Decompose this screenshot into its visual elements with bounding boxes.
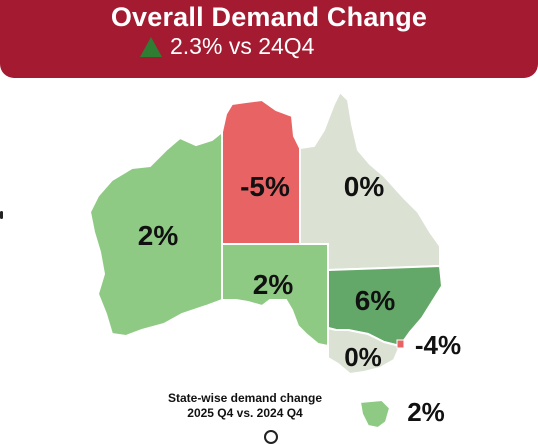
drag-handle-icon[interactable] [264, 430, 278, 444]
label-qld: 0% [344, 171, 385, 202]
header-banner: Overall Demand Change 2.3% vs 24Q4 [0, 0, 538, 78]
caption-line-2: 2025 Q4 vs. 2024 Q4 [187, 406, 303, 420]
map-caption: State-wise demand change 2025 Q4 vs. 202… [130, 391, 360, 421]
overall-change: 2.3% vs 24Q4 [140, 33, 314, 60]
region-sa[interactable] [221, 243, 329, 348]
label-tas: 2% [407, 397, 445, 427]
region-vic[interactable] [327, 326, 402, 376]
region-wa[interactable] [88, 129, 223, 338]
label-nsw: 6% [355, 285, 396, 316]
region-tas[interactable] [358, 398, 392, 430]
edge-handle[interactable] [0, 211, 3, 219]
label-act: -4% [415, 330, 461, 360]
label-sa: 2% [253, 269, 294, 300]
label-nt: -5% [240, 171, 290, 202]
label-vic: 0% [344, 342, 382, 372]
label-wa: 2% [138, 220, 179, 251]
overall-change-value: 2.3% vs 24Q4 [170, 33, 315, 59]
caption-line-1: State-wise demand change [167, 391, 323, 405]
up-triangle-icon [140, 36, 162, 57]
page-title: Overall Demand Change [110, 2, 428, 32]
region-act[interactable] [396, 339, 405, 349]
